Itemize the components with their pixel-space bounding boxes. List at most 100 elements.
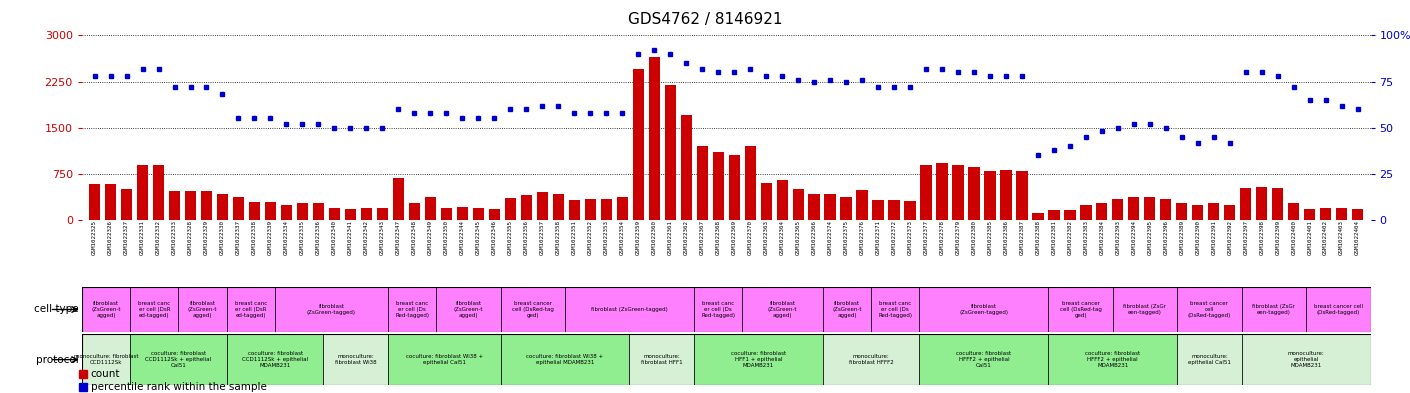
- Bar: [681, 116, 692, 220]
- Bar: [984, 171, 995, 220]
- Text: GSM1022403: GSM1022403: [1340, 220, 1344, 255]
- Text: GSM1022384: GSM1022384: [1100, 220, 1104, 255]
- Bar: [376, 208, 388, 220]
- Bar: [436, 287, 501, 332]
- Bar: [250, 202, 259, 220]
- Bar: [777, 180, 788, 220]
- Text: GSM1022382: GSM1022382: [1067, 220, 1073, 255]
- Text: GSM1022361: GSM1022361: [668, 220, 673, 255]
- Text: monoculture:
fibroblast Wi38: monoculture: fibroblast Wi38: [334, 354, 376, 365]
- Bar: [152, 165, 164, 220]
- Bar: [121, 189, 133, 220]
- Text: breast canc
er cell (DsR
ed-tagged): breast canc er cell (DsR ed-tagged): [138, 301, 171, 318]
- Text: GSM1022326: GSM1022326: [109, 220, 113, 255]
- Text: GSM1022398: GSM1022398: [1259, 220, 1265, 255]
- Bar: [1272, 188, 1283, 220]
- Text: percentile rank within the sample: percentile rank within the sample: [90, 382, 266, 392]
- Text: GSM1022349: GSM1022349: [427, 220, 433, 255]
- Text: GSM1022344: GSM1022344: [460, 220, 465, 255]
- Bar: [1193, 205, 1203, 220]
- Bar: [313, 203, 324, 220]
- Text: GSM1022394: GSM1022394: [1131, 220, 1136, 255]
- Bar: [904, 201, 915, 220]
- Text: GSM1022387: GSM1022387: [1019, 220, 1025, 255]
- Text: GSM1022372: GSM1022372: [891, 220, 897, 255]
- Bar: [729, 156, 740, 220]
- Bar: [694, 334, 823, 385]
- Bar: [505, 198, 516, 220]
- Bar: [1017, 171, 1028, 220]
- Text: GSM1022369: GSM1022369: [732, 220, 736, 255]
- Bar: [1242, 334, 1371, 385]
- Bar: [1049, 334, 1177, 385]
- Text: GSM1022399: GSM1022399: [1275, 220, 1280, 255]
- Bar: [873, 200, 884, 220]
- Bar: [361, 208, 372, 220]
- Text: fibroblast
(ZsGreen-tagged): fibroblast (ZsGreen-tagged): [307, 304, 355, 315]
- Bar: [130, 287, 179, 332]
- Text: fibroblast
(ZsGreen-t
agged): fibroblast (ZsGreen-t agged): [454, 301, 484, 318]
- Bar: [952, 165, 963, 220]
- Text: cell type: cell type: [34, 305, 79, 314]
- Text: GSM1022354: GSM1022354: [620, 220, 625, 255]
- Bar: [568, 200, 580, 220]
- Bar: [919, 287, 1048, 332]
- Bar: [1306, 287, 1371, 332]
- Bar: [664, 84, 675, 220]
- Text: breast cancer cell
(DsRed-tagged): breast cancer cell (DsRed-tagged): [1314, 304, 1363, 315]
- Text: coculture: fibroblast
HFF1 + epithelial
MDAMB231: coculture: fibroblast HFF1 + epithelial …: [730, 351, 785, 368]
- Text: monoculture:
epithelial Cal51: monoculture: epithelial Cal51: [1189, 354, 1231, 365]
- Bar: [130, 334, 227, 385]
- Bar: [1256, 187, 1268, 220]
- Bar: [537, 192, 548, 220]
- Bar: [1304, 209, 1316, 220]
- Bar: [823, 334, 919, 385]
- Text: GSM1022380: GSM1022380: [971, 220, 977, 255]
- Text: monoculture:
fibroblast HFFF2: monoculture: fibroblast HFFF2: [849, 354, 894, 365]
- Bar: [1112, 287, 1177, 332]
- Text: protocol: protocol: [37, 354, 79, 365]
- Bar: [936, 163, 948, 220]
- Text: GSM1022378: GSM1022378: [939, 220, 945, 255]
- Bar: [265, 202, 276, 220]
- Text: GSM1022331: GSM1022331: [140, 220, 145, 255]
- Bar: [409, 204, 420, 220]
- Bar: [200, 191, 211, 220]
- Text: GSM1022350: GSM1022350: [444, 220, 448, 255]
- Bar: [585, 198, 596, 220]
- Bar: [1032, 213, 1043, 220]
- Bar: [89, 184, 100, 220]
- Bar: [501, 287, 565, 332]
- Bar: [489, 209, 501, 220]
- Text: fibroblast
(ZsGreen-t
agged): fibroblast (ZsGreen-t agged): [832, 301, 862, 318]
- Bar: [323, 334, 388, 385]
- Bar: [1097, 203, 1107, 220]
- Text: GSM1022346: GSM1022346: [492, 220, 496, 255]
- Bar: [1224, 205, 1235, 220]
- Text: breast canc
er cell (Ds
Red-tagged): breast canc er cell (Ds Red-tagged): [878, 301, 912, 318]
- Bar: [823, 287, 871, 332]
- Bar: [388, 334, 501, 385]
- Text: breast cancer
cell
(DsRed-tagged): breast cancer cell (DsRed-tagged): [1187, 301, 1231, 318]
- Bar: [329, 208, 340, 220]
- Text: coculture: fibroblast Wi38 +
epithelial MDAMB231: coculture: fibroblast Wi38 + epithelial …: [526, 354, 603, 365]
- Bar: [388, 287, 436, 332]
- Text: GSM1022342: GSM1022342: [364, 220, 369, 255]
- Text: breast canc
er cell (Ds
Red-tagged): breast canc er cell (Ds Red-tagged): [395, 301, 429, 318]
- Text: GSM1022367: GSM1022367: [699, 220, 705, 255]
- Bar: [227, 334, 323, 385]
- Text: GSM1022327: GSM1022327: [124, 220, 130, 255]
- Bar: [808, 194, 819, 220]
- Bar: [649, 57, 660, 220]
- Bar: [82, 287, 130, 332]
- Bar: [501, 334, 629, 385]
- Text: GSM1022393: GSM1022393: [1115, 220, 1121, 255]
- Bar: [712, 152, 723, 220]
- Text: GSM1022377: GSM1022377: [924, 220, 929, 255]
- Bar: [1112, 198, 1124, 220]
- Bar: [1160, 199, 1172, 220]
- Bar: [179, 287, 227, 332]
- Text: GSM1022390: GSM1022390: [1196, 220, 1200, 255]
- Bar: [1241, 188, 1252, 220]
- Text: GSM1022376: GSM1022376: [860, 220, 864, 255]
